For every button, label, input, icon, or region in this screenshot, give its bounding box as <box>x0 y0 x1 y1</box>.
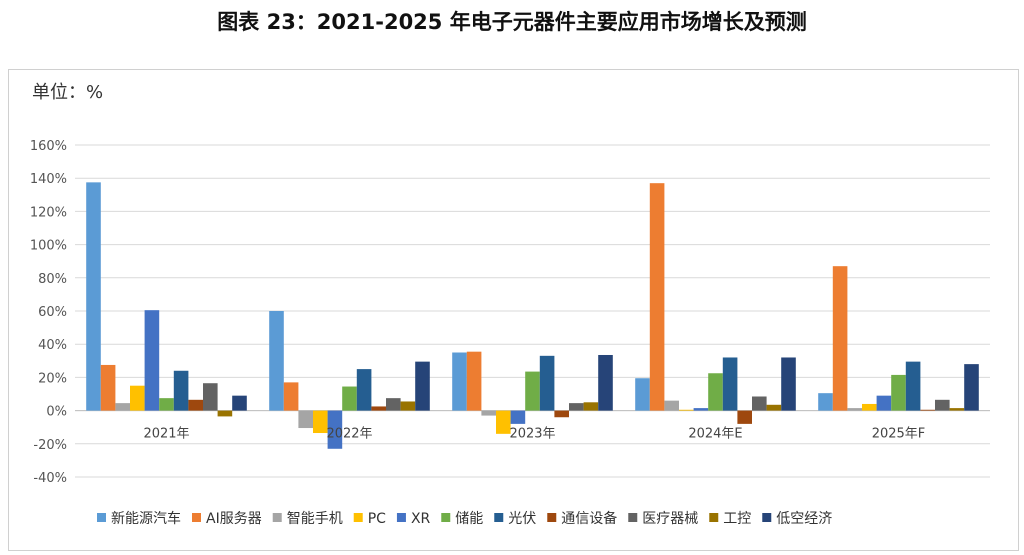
bar-3-3 <box>679 409 694 411</box>
bar-5-4 <box>891 374 906 411</box>
bar-7-4 <box>920 409 935 411</box>
bar-3-0 <box>130 385 145 411</box>
legend-swatch <box>272 513 282 522</box>
unit-label: 单位：% <box>32 82 104 103</box>
chart-title: 图表 23：2021-2025 年电子元器件主要应用市场增长及预测 <box>217 10 807 34</box>
bar-7-0 <box>188 399 203 411</box>
legend-label: 医疗器械 <box>642 511 698 527</box>
y-tick-label: 0% <box>46 405 67 420</box>
bar-7-1 <box>371 406 386 411</box>
legend-swatch <box>547 513 557 522</box>
x-tick-label: 2022年 <box>326 427 372 442</box>
bar-9-3 <box>766 404 782 411</box>
legend-label: 通信设备 <box>561 510 617 527</box>
legend-swatch <box>494 513 504 522</box>
bar-2-2 <box>481 410 496 416</box>
bar-5-1 <box>342 386 357 411</box>
bar-1-4 <box>832 266 848 411</box>
y-tick-label: 20% <box>38 371 67 386</box>
bar-10-1 <box>415 361 430 411</box>
legend-label: AI服务器 <box>206 511 262 527</box>
legend-swatch <box>97 513 106 522</box>
bar-8-1 <box>386 398 401 411</box>
legend-label: 新能源汽车 <box>111 510 181 527</box>
bar-10-3 <box>781 357 796 411</box>
x-tick-label: 2025年F <box>872 427 926 442</box>
y-tick-label: 80% <box>38 272 67 287</box>
x-tick-label: 2024年E <box>688 427 742 442</box>
y-tick-label: 120% <box>30 205 67 220</box>
bar-10-0 <box>232 395 247 411</box>
legend-swatch <box>441 513 451 522</box>
bar-1-2 <box>466 351 482 411</box>
bar-1-0 <box>100 364 116 411</box>
legend-label: 光伏 <box>508 511 536 527</box>
y-tick-label: 100% <box>30 239 67 254</box>
legend-label: XR <box>411 511 431 527</box>
y-tick-label: -40% <box>33 471 67 486</box>
bar-2-3 <box>664 400 679 411</box>
bar-5-3 <box>708 373 723 411</box>
bar-0-0 <box>86 182 101 411</box>
bar-9-2 <box>583 402 599 411</box>
bar-4-4 <box>876 395 892 411</box>
bar-1-3 <box>649 183 665 411</box>
bar-6-1 <box>356 369 372 411</box>
y-tick-label: 140% <box>30 172 67 187</box>
bar-8-0 <box>203 383 218 411</box>
bar-0-2 <box>452 352 467 411</box>
x-tick-label: 2023年 <box>509 427 555 442</box>
bar-6-0 <box>173 370 189 411</box>
bar-3-2 <box>496 410 511 434</box>
y-tick-label: 40% <box>38 338 67 353</box>
bar-7-3 <box>737 410 752 424</box>
bar-5-0 <box>159 398 174 411</box>
bar-4-0 <box>144 310 160 411</box>
bar-8-3 <box>752 396 767 411</box>
bar-10-2 <box>598 354 613 411</box>
bar-3-1 <box>313 410 328 434</box>
bar-9-0 <box>217 410 233 417</box>
bar-0-3 <box>635 378 650 411</box>
chart-frame <box>8 69 1019 551</box>
legend-label: 工控 <box>723 511 751 527</box>
bar-9-4 <box>949 408 965 411</box>
bar-6-4 <box>905 361 921 411</box>
bar-3-4 <box>862 403 877 411</box>
bar-9-1 <box>400 401 416 411</box>
legend-swatch <box>628 513 638 522</box>
bar-8-2 <box>569 403 584 411</box>
bar-6-2 <box>539 355 555 411</box>
legend-label: 智能手机 <box>287 511 343 527</box>
bar-4-1 <box>327 410 343 449</box>
y-tick-label: 160% <box>30 139 67 154</box>
bar-0-1 <box>269 311 284 411</box>
bar-4-2 <box>510 410 526 424</box>
bar-4-3 <box>693 408 709 411</box>
legend-swatch <box>192 513 201 522</box>
bar-6-3 <box>722 357 738 411</box>
legend-swatch <box>396 513 406 522</box>
bar-2-1 <box>298 410 313 429</box>
legend-swatch <box>353 513 363 522</box>
x-tick-label: 2021年 <box>143 427 189 442</box>
bar-8-4 <box>935 399 950 411</box>
y-tick-label: 60% <box>38 305 67 320</box>
bar-2-0 <box>115 403 130 411</box>
bar-7-2 <box>554 410 569 418</box>
legend-label: 低空经济 <box>776 511 832 527</box>
bar-2-4 <box>847 408 862 411</box>
legend-swatch <box>709 513 719 522</box>
legend-swatch <box>762 513 772 522</box>
bar-1-1 <box>283 382 299 411</box>
bar-5-2 <box>525 371 540 411</box>
bar-10-4 <box>964 364 979 411</box>
y-tick-label: -20% <box>33 438 67 453</box>
legend-label: PC <box>368 511 386 527</box>
legend-label: 储能 <box>455 511 483 527</box>
bar-0-4 <box>818 393 833 411</box>
